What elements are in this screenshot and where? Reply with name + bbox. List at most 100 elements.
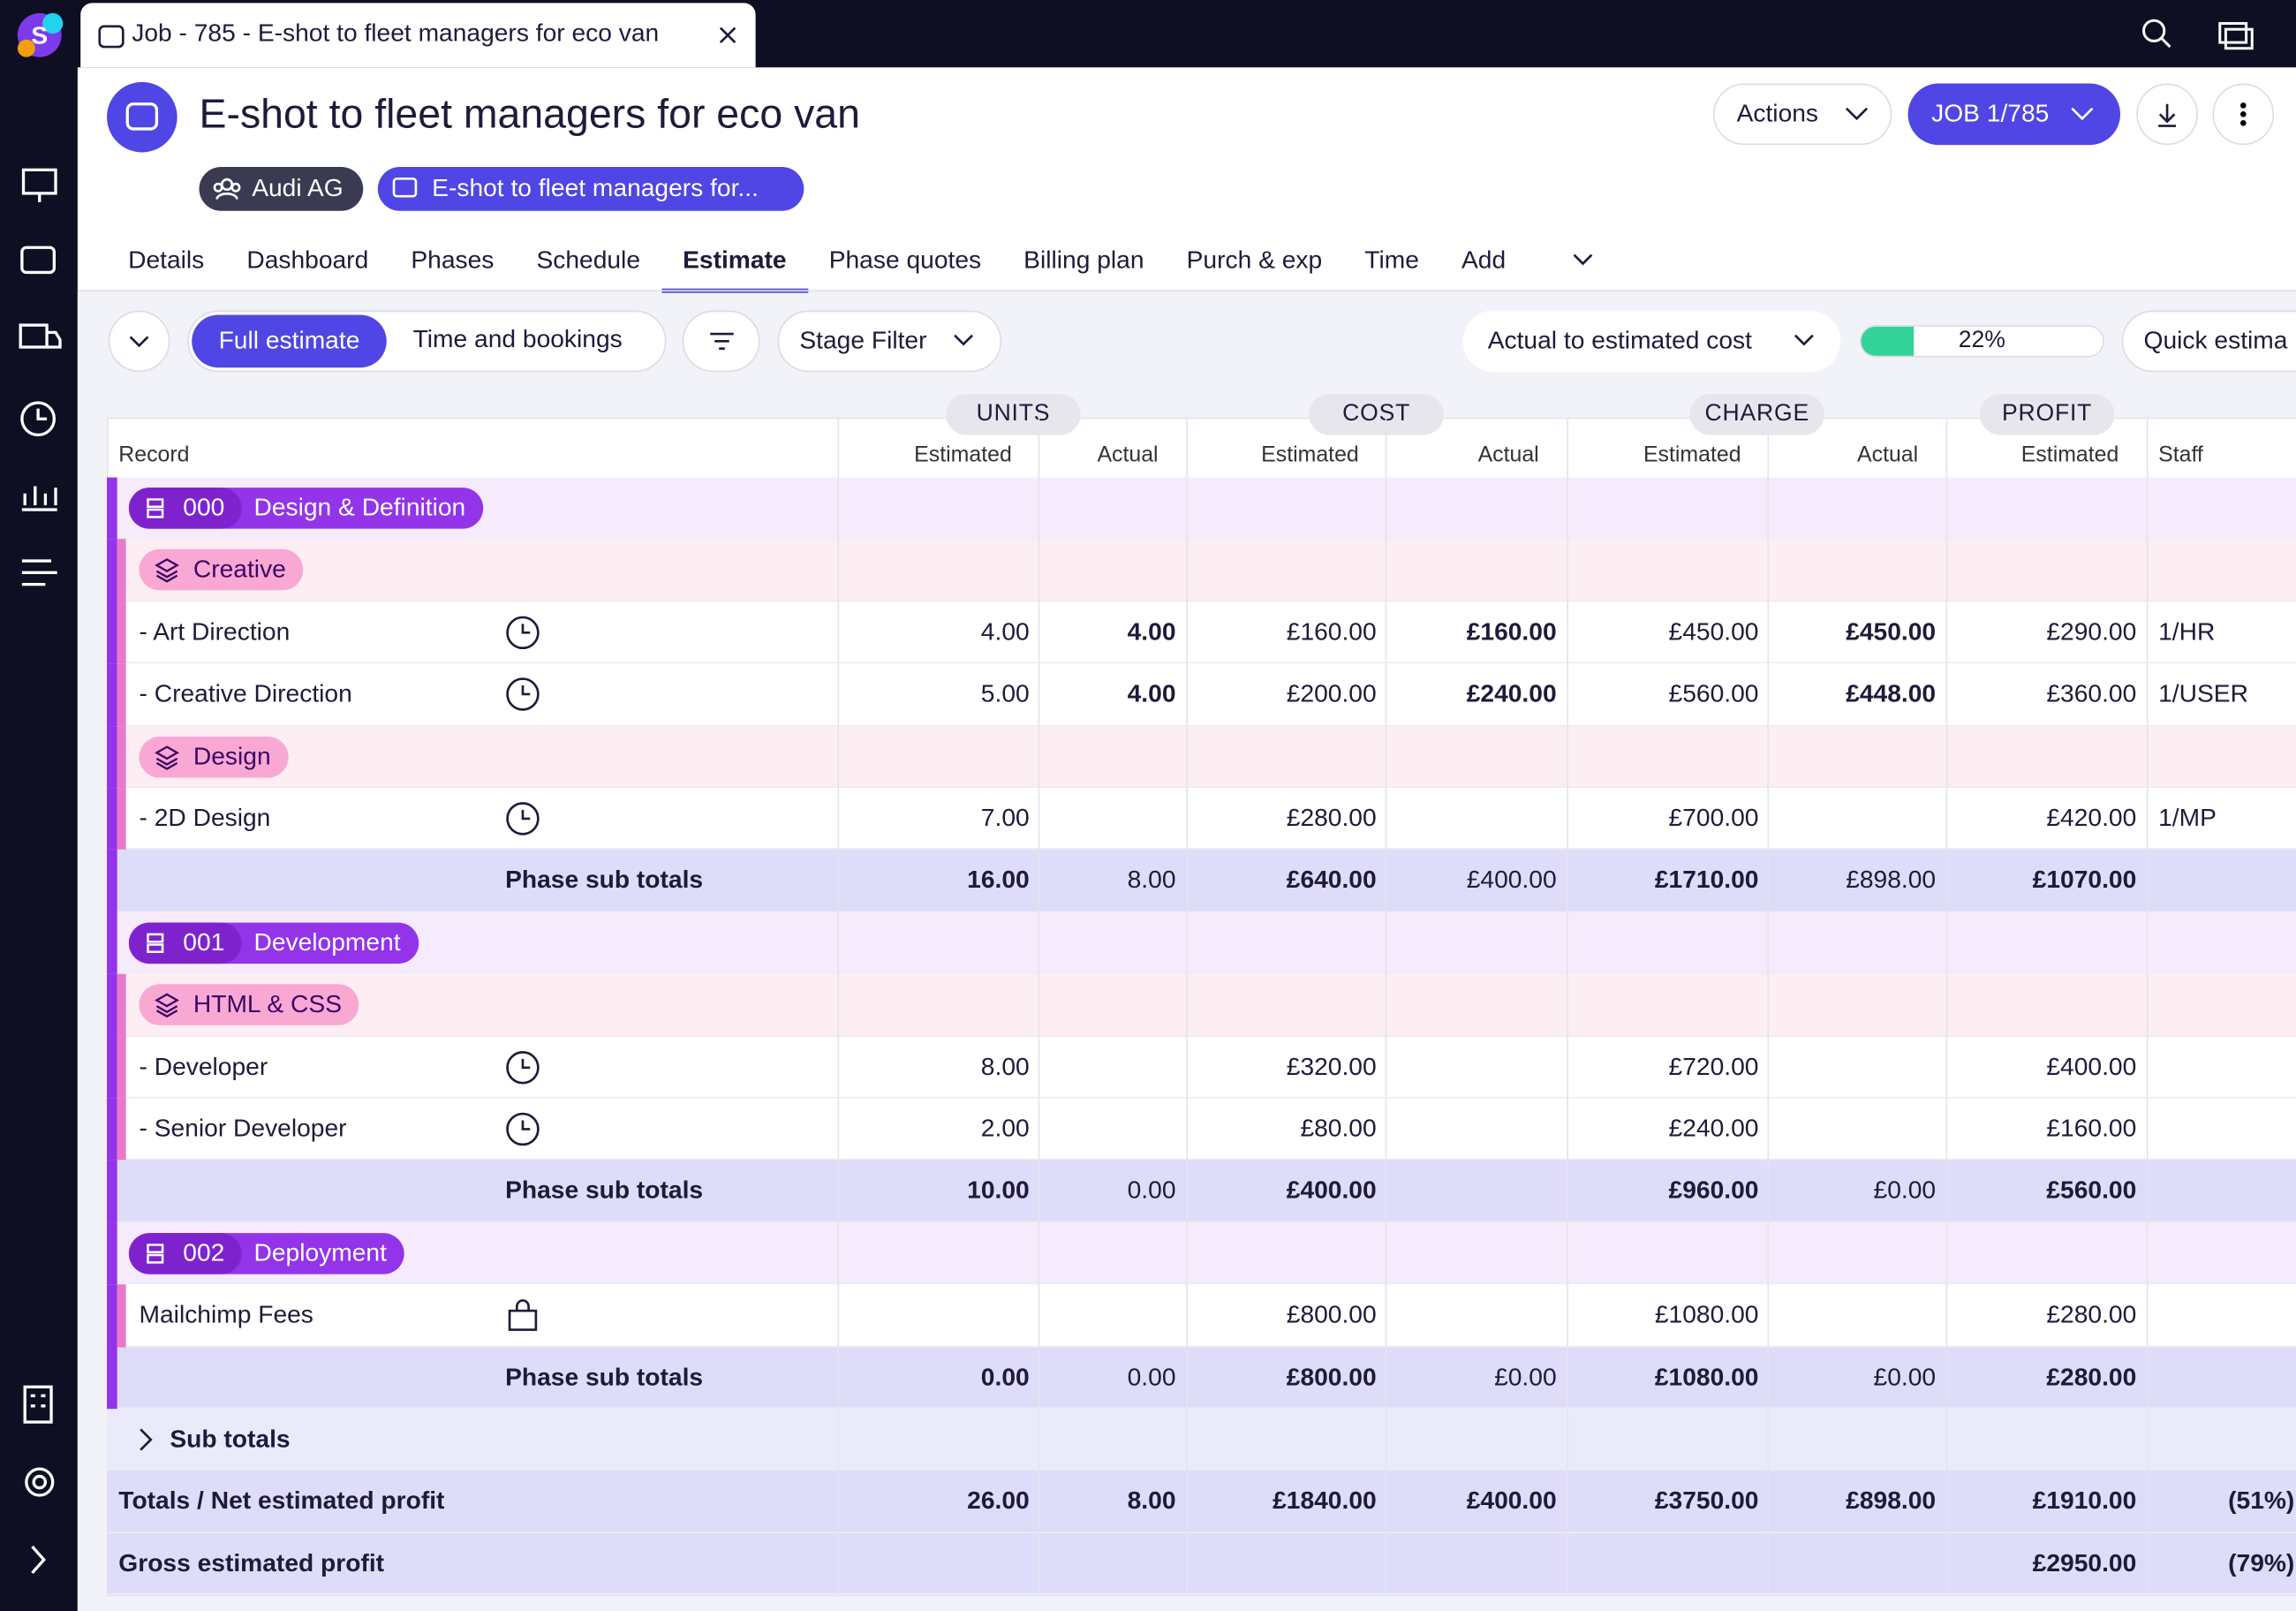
stage-chip[interactable]: Creative xyxy=(139,549,304,591)
column-header: Estimated xyxy=(1643,442,1741,467)
cell: (79%) xyxy=(2228,1548,2295,1577)
column-group: CHARGE xyxy=(1689,394,1825,435)
cell: 10.00 xyxy=(967,1176,1030,1205)
phase-chip[interactable]: 002 Deployment xyxy=(128,1232,404,1274)
stage-name: Creative xyxy=(193,556,286,584)
filter-button[interactable] xyxy=(682,310,760,373)
cell: £160.00 xyxy=(1466,617,1557,646)
phase-icon xyxy=(147,1243,164,1264)
stage-stripe xyxy=(117,973,126,1038)
collapse-button[interactable] xyxy=(108,310,170,373)
progress-track: 22% xyxy=(1859,325,2104,358)
nav-divider xyxy=(77,290,2296,291)
nav-tab[interactable]: Time xyxy=(1364,246,1419,275)
nav-tab[interactable]: Billing plan xyxy=(1023,246,1144,275)
table-row: Mailchimp Fees £800.00 £1080.00 £280.00 xyxy=(107,1284,2296,1348)
cell: £280.00 xyxy=(1286,804,1377,832)
cell: £448.00 xyxy=(1846,679,1937,708)
stage-chip[interactable]: HTML & CSS xyxy=(139,984,359,1026)
cell: £450.00 xyxy=(1668,617,1759,646)
column-group: UNITS xyxy=(946,394,1081,435)
stage-icon xyxy=(155,745,179,770)
download-button[interactable] xyxy=(2136,83,2198,146)
phase-code: 001 xyxy=(128,922,243,964)
column-header: Record xyxy=(118,442,190,467)
cell: £420.00 xyxy=(2046,804,2137,832)
quick-estimate[interactable]: Quick estima xyxy=(2121,310,2296,373)
nav-tab[interactable]: Add xyxy=(1461,246,1507,275)
phase-chip[interactable]: 000 Design & Definition xyxy=(128,488,484,529)
table-row: - Creative Direction 5.00 4.00 £200.00 £240.… xyxy=(107,663,2296,727)
table-row: Phase sub totals 10.00 0.00 £400.00 £960.00 £… xyxy=(107,1160,2296,1224)
phase-stripe xyxy=(107,788,117,851)
phase-chip[interactable]: 001 Development xyxy=(128,922,419,964)
cell: 8.00 xyxy=(1127,1486,1176,1516)
phase-stripe xyxy=(107,1036,117,1100)
phase-stripe xyxy=(107,663,117,727)
nav-tab[interactable]: Estimate xyxy=(661,234,808,293)
row-label: Phase sub totals xyxy=(505,1363,704,1391)
job-chip[interactable]: E-shot to fleet managers for... xyxy=(377,167,804,211)
cell: £400.00 xyxy=(1286,1176,1377,1205)
bag-icon xyxy=(508,1299,538,1332)
phase-stripe xyxy=(107,850,117,913)
row-label: - 2D Design xyxy=(139,804,271,832)
cell: £0.00 xyxy=(1873,1363,1937,1391)
nav-tab[interactable]: Details xyxy=(128,246,205,275)
stage-stripe xyxy=(117,725,126,790)
progress-label: 22% xyxy=(1958,328,2005,353)
phase-icon xyxy=(147,498,164,518)
clock-icon xyxy=(506,677,540,712)
tab[interactable] xyxy=(80,3,756,68)
tab-close[interactable] xyxy=(714,22,741,49)
job-title: E-shot to fleet managers for eco van xyxy=(199,90,860,137)
stage-stripe xyxy=(117,788,126,851)
cell: £400.00 xyxy=(1466,866,1557,895)
view-option[interactable]: Time and bookings xyxy=(412,325,623,353)
job-avatar xyxy=(107,81,177,153)
nav-tab[interactable]: Schedule xyxy=(536,246,641,275)
phase-stripe xyxy=(107,601,117,665)
cell: 8.00 xyxy=(980,1052,1030,1081)
cell: £1710.00 xyxy=(1654,866,1759,895)
view-option[interactable]: Full estimate xyxy=(192,314,387,368)
chevrons xyxy=(954,334,1814,346)
more-button[interactable] xyxy=(2212,83,2275,146)
stage-icon xyxy=(155,558,179,584)
job-button[interactable]: JOB 1/785 xyxy=(1907,83,2121,146)
row-label: Phase sub totals xyxy=(505,866,704,895)
row-label: - Creative Direction xyxy=(139,679,352,708)
nav-tab[interactable]: Purch & exp xyxy=(1186,246,1323,275)
phase-code: 002 xyxy=(128,1232,243,1274)
stage-stripe xyxy=(117,1284,126,1348)
table-row: Phase sub totals 16.00 8.00 £640.00 £400.00 £… xyxy=(107,850,2296,913)
cell: 2.00 xyxy=(980,1114,1030,1143)
nav-tabs: Details Dashboard Phases Schedule Estimate Ph… xyxy=(107,234,1527,293)
cell: 26.00 xyxy=(967,1486,1030,1516)
nav-tab[interactable]: Dashboard xyxy=(246,246,369,275)
stage-chip[interactable]: Design xyxy=(139,736,289,777)
table-row: - Developer 8.00 £320.00 £720.00 £400.00 xyxy=(107,1036,2296,1100)
table-row: 001 Development xyxy=(107,911,2296,975)
stage-name: Design xyxy=(193,742,271,770)
phase-stripe xyxy=(107,1284,117,1348)
phase-stripe xyxy=(107,725,117,790)
cell: 0.00 xyxy=(1127,1363,1176,1391)
cell: £360.00 xyxy=(2046,679,2137,708)
table-row: HTML & CSS xyxy=(107,973,2296,1038)
progress-fill xyxy=(1861,326,1915,356)
cell: 4.00 xyxy=(1127,617,1176,646)
column-header: Estimated xyxy=(914,442,1012,467)
cell: 0.00 xyxy=(1127,1176,1176,1205)
cell: (51%) xyxy=(2228,1486,2295,1516)
nav-tab[interactable]: Phases xyxy=(411,246,495,275)
phase-icon xyxy=(147,933,164,953)
cell: £3750.00 xyxy=(1654,1486,1759,1516)
cell: £160.00 xyxy=(1286,617,1377,646)
stage-filter[interactable]: Stage Filter xyxy=(777,310,1002,373)
column-header: Actual xyxy=(1477,442,1539,467)
metric-select[interactable]: Actual to estimated cost xyxy=(1462,310,1841,373)
table-row: - 2D Design 7.00 £280.00 £700.00 £420.00 1/MP xyxy=(107,788,2296,851)
nav-tab[interactable]: Phase quotes xyxy=(828,246,982,275)
column-divider xyxy=(2146,417,2149,1597)
